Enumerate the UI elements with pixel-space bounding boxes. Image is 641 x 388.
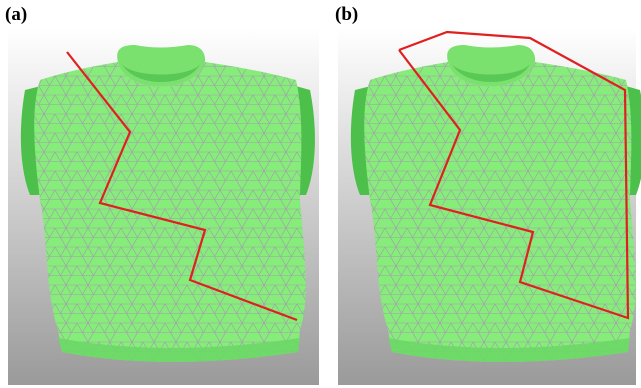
panel-label: (b) [335,4,358,25]
garment-mesh [21,45,315,362]
panel-label: (a) [5,4,27,25]
garment-mesh [351,45,641,362]
figure: (a) (b) [0,0,641,388]
